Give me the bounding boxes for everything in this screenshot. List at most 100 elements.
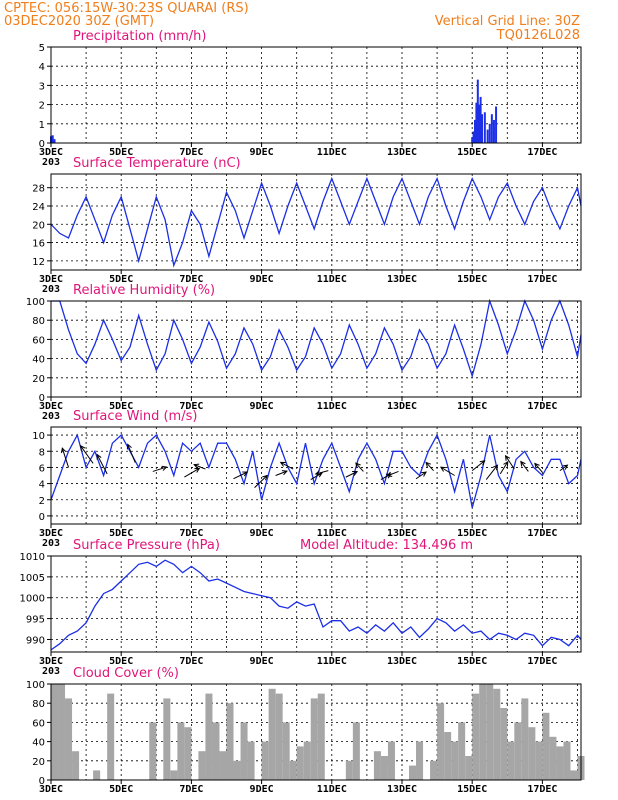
cloud-bar [261,741,269,780]
wind-vector [485,464,498,480]
cloud-bar [282,722,290,780]
cloud-bar [465,756,473,780]
precip-bar [475,102,478,143]
precip-ytick-label: 1 [39,120,45,131]
precip-bar [479,96,482,143]
wind-xtick-label: 5DEC [109,528,133,539]
wind-xtick-label: 7DEC [179,528,203,539]
cloud-bar [226,703,234,780]
cloud-bar [303,741,311,780]
cloud-bar [486,684,494,780]
wind-frame [50,426,582,525]
precip-bar [490,114,493,143]
cloud-bar [479,684,487,780]
rh-xtick-label: 5DEC [109,401,133,412]
wind-vector [152,466,167,472]
cloud-bar [51,684,59,780]
precip-ytick-label: 2 [39,101,45,112]
temp-ytick-label: 28 [32,184,45,195]
wind-arrowhead [242,471,249,477]
cloud-bar [380,756,388,780]
cloud-bar [416,741,424,780]
pressure-xtick-label: 11DEC [317,656,347,667]
wind-arrowhead [193,463,200,469]
precip-xtick-label: 3DEC [39,147,63,158]
pressure-panel: 990 995 1000 1005 1010 3DEC 5DEC 7DEC 9DEC 11DEC 1… [20,538,582,677]
cloud-bar [198,751,206,780]
cloud-bar [549,736,557,780]
cloud-bar [352,722,360,780]
header-line-2: 03DEC2020 30Z (GMT) [4,14,154,29]
pressure-xtick-label: 9DEC [250,656,274,667]
precip-bar [488,123,491,143]
wind-xtick-label: 17DEC [527,528,557,539]
wind-vector [254,475,268,488]
temp-ytick-label: 16 [32,239,45,250]
cloud-bar [65,698,73,780]
cloud-bar [205,693,213,780]
wind-vector [471,460,486,472]
wind-vector [505,455,515,470]
cloud-bar [528,727,536,780]
wind-arrowhead [314,470,321,476]
precip-ytick-label: 3 [39,81,45,92]
precip-xtick-label: 15DEC [457,147,487,158]
wind-arrowhead [79,444,86,451]
temp-xtick-label: 3DEC [39,274,63,285]
cloud-xtick-label: 5DEC [109,784,133,795]
wind-arrowhead [61,447,67,454]
wind-vector [534,463,543,473]
cloud-bar [58,684,66,780]
header-right-2: TQ0126L028 [496,28,580,43]
cloud-bar [556,746,564,780]
temp-xtick-label: 15DEC [457,274,487,285]
precip-bar [492,119,495,143]
wind-vector [61,448,70,468]
temp-frame [50,173,582,271]
wind-arrowhead [503,460,509,467]
cloud-bar [163,698,171,780]
precip-bar [486,129,489,143]
wind-ytick-label: 10 [32,431,45,442]
wind-vector [559,464,568,472]
precip-panel: 0 1 2 3 4 5 3DEC 5DEC 7DEC 9DEC 11DEC 13DEC 15DEC 17D… [39,29,582,168]
temp-xtick-label: 11DEC [317,274,347,285]
rh-xtick-label: 17DEC [527,401,557,412]
precip-ytick-label: 4 [39,62,45,73]
wind-xtick-label: 9DEC [250,528,274,539]
precip-xtick-label: 13DEC [387,147,417,158]
temp-ytick-label: 20 [32,220,45,231]
cloud-bar [535,741,543,780]
pressure-ytick-label: 995 [26,615,45,626]
cloud-xtick-label: 9DEC [250,784,274,795]
wind-arrowhead [479,460,486,466]
cloud-xtick-label: 15DEC [457,784,487,795]
wind-arrowhead [421,471,427,477]
wind-xtick-label: 11DEC [317,528,347,539]
precip-xtick-label: 17DEC [527,147,557,158]
pressure-ytick-label: 1000 [20,594,45,605]
cloud-bar [240,722,248,780]
rh-xtick-label: 9DEC [250,401,274,412]
rh-ytick-label: 0 [39,393,45,404]
cloud-bar [219,751,227,780]
cloud-ytick-label: 20 [32,757,45,768]
cloud-bar [570,770,578,780]
pressure-xtick-label: 15DEC [457,656,487,667]
precip-xtick-label: 7DEC [179,147,203,158]
wind-arrowhead [161,465,168,471]
wind-arrowhead [425,461,431,468]
cloud-ytick-label: 80 [32,699,45,710]
cloud-bar [72,751,80,780]
cloud-bar [247,741,255,780]
wind-vector [96,454,108,475]
cloud-bar [184,727,192,780]
cloud-bar [275,693,283,780]
header-line-1: CPTEC: 056:15W-30:23S QUARAI (RS) [4,1,249,16]
wind-arrowhead [492,464,499,471]
rh-xtick-label: 11DEC [317,401,347,412]
rh-xtick-label: 7DEC [179,401,203,412]
temp-xtick-label: 5DEC [109,274,133,285]
pressure-xtick-label: 7DEC [179,656,203,667]
